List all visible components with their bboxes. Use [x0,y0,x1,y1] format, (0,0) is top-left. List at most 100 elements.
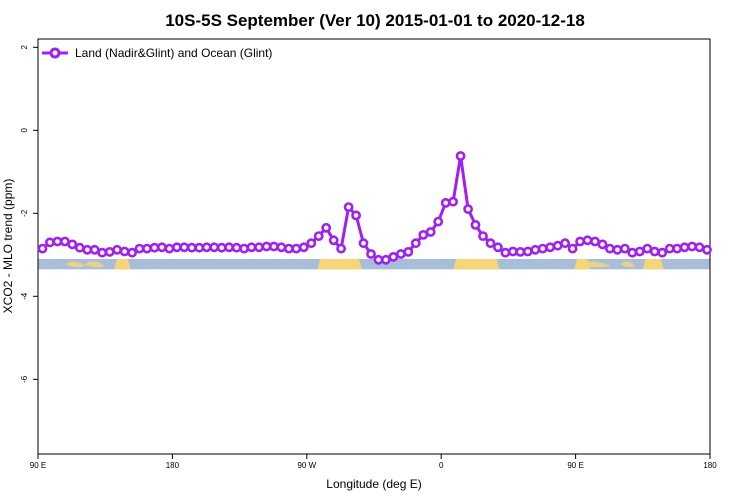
chart-title: 10S-5S September (Ver 10) 2015-01-01 to … [165,11,585,30]
data-point [224,242,234,253]
data-point [530,244,541,255]
data-point [231,242,242,253]
data-point [186,242,197,253]
legend-marker [49,47,61,59]
data-point [52,236,63,247]
data-point [672,243,682,254]
data-point [455,151,466,161]
data-point [500,247,511,258]
data-point [179,242,190,253]
land-segment [117,258,131,270]
data-point [291,243,302,254]
data-point [321,222,332,233]
x-tick-label: 0 [439,461,444,470]
data-point [537,243,548,254]
data-point [209,242,220,253]
data-point [410,238,421,249]
data-point [67,239,78,250]
data-point [328,235,339,246]
series-layer [37,151,712,265]
data-point [515,246,526,257]
data-point [657,247,668,258]
y-tick-label: -4 [20,292,29,300]
x-axis: 90 E 180 90 W 0 90 E 180 [30,454,717,470]
legend-label: Land (Nadir&Glint) and Ocean (Glint) [75,46,272,60]
data-point [567,243,578,254]
land-segment [642,258,664,270]
data-point [298,242,309,253]
data-point [679,242,690,253]
data-point [343,202,354,212]
data-point [268,241,279,252]
y-tick-label: -2 [20,209,29,217]
data-point [37,243,48,254]
legend: Land (Nadir&Glint) and Ocean (Glint) [42,46,272,60]
x-tick-label: 90 E [30,461,46,470]
land-segment [574,261,612,268]
data-point [127,247,137,258]
data-point [687,241,697,252]
data-point [380,254,391,265]
data-point [45,237,55,248]
land-segment [620,261,636,268]
data-point [492,242,503,253]
data-point [470,219,481,230]
y-axis-label: XCO2 - MLO trend (ppm) [1,179,15,314]
data-point [433,216,444,227]
data-point [336,243,346,254]
data-point [254,242,264,253]
data-point [605,243,615,254]
data-point [575,236,585,247]
data-point [597,239,608,250]
data-point [358,238,369,249]
data-point [134,243,145,254]
data-point [485,238,496,249]
data-point [119,246,130,257]
data-point [702,244,712,255]
data-point [582,235,593,246]
data-point [612,244,623,255]
data-point [142,243,152,254]
data-point [239,243,249,254]
data-point [590,236,600,247]
data-point [620,243,630,254]
x-tick-label: 90 W [297,461,316,470]
data-point [425,227,436,237]
x-axis-label: Longitude (deg E) [326,477,421,491]
data-point [97,247,108,258]
data-point [649,246,660,257]
data-point [388,251,399,262]
data-point [403,246,414,257]
data-point [627,247,638,258]
data-point [522,246,533,257]
data-point [276,242,287,253]
data-point [306,238,317,249]
data-point [156,242,167,253]
land-segment [453,258,500,270]
data-point [164,243,175,254]
land-segment [317,258,363,270]
data-point [440,197,451,208]
ocean-band [38,258,710,270]
data-point [463,204,473,214]
data-point [351,210,361,221]
y-tick-label: 2 [20,45,29,50]
data-point [366,249,376,259]
y-tick-label: 0 [20,128,29,133]
x-tick-label: 180 [703,461,717,470]
y-tick-label: -6 [20,375,29,383]
data-point [694,242,705,253]
data-point [112,244,122,255]
data-point [89,244,100,255]
data-point [634,246,645,257]
data-point [560,238,570,249]
x-tick-label: 90 E [567,461,583,470]
data-point [201,242,212,253]
y-axis: 2 0 -2 -4 -6 [20,45,38,383]
land-segment [84,261,106,268]
data-point [448,196,458,207]
data-point [545,242,556,253]
data-point [313,231,324,241]
data-point [74,242,85,253]
